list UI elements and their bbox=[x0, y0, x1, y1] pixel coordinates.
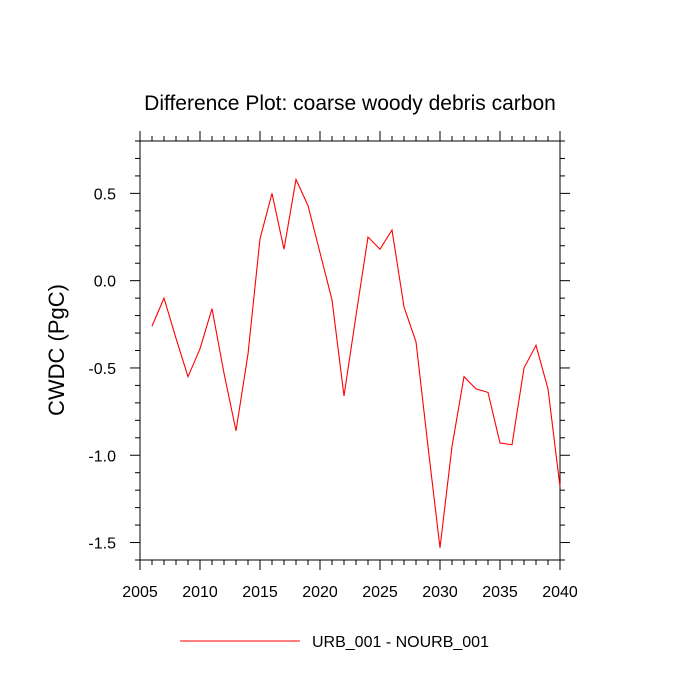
plot-frame bbox=[139, 140, 561, 561]
series-line bbox=[151, 177, 561, 548]
y-tick-label: -1.0 bbox=[88, 448, 116, 465]
x-tick-label: 2035 bbox=[482, 584, 518, 601]
plot-area: 2005 2010 2015 2020 2025 2030 2035 2040 0.5 0.0 -0… bbox=[88, 131, 578, 601]
y-tick-label: -0.5 bbox=[88, 361, 116, 378]
x-tick-label: 2025 bbox=[362, 584, 398, 601]
x-tick-label: 2020 bbox=[302, 584, 338, 601]
y-tick-label: 0.0 bbox=[94, 274, 116, 291]
y-tick-label: 0.5 bbox=[94, 186, 116, 203]
x-tick-label: 2005 bbox=[122, 584, 158, 601]
x-tick-label: 2040 bbox=[542, 584, 578, 601]
x-tick-label: 2010 bbox=[182, 584, 218, 601]
chart-title: Difference Plot: coarse woody debris car… bbox=[144, 92, 556, 115]
x-tick-label: 2030 bbox=[422, 584, 458, 601]
x-tick-label: 2015 bbox=[242, 584, 278, 601]
y-tick-label: -1.5 bbox=[88, 536, 116, 553]
y-axis-label: CWDC (PgC) bbox=[44, 284, 69, 416]
legend: URB_001 - NOURB_001 bbox=[180, 634, 489, 651]
legend-label: URB_001 - NOURB_001 bbox=[312, 634, 489, 651]
